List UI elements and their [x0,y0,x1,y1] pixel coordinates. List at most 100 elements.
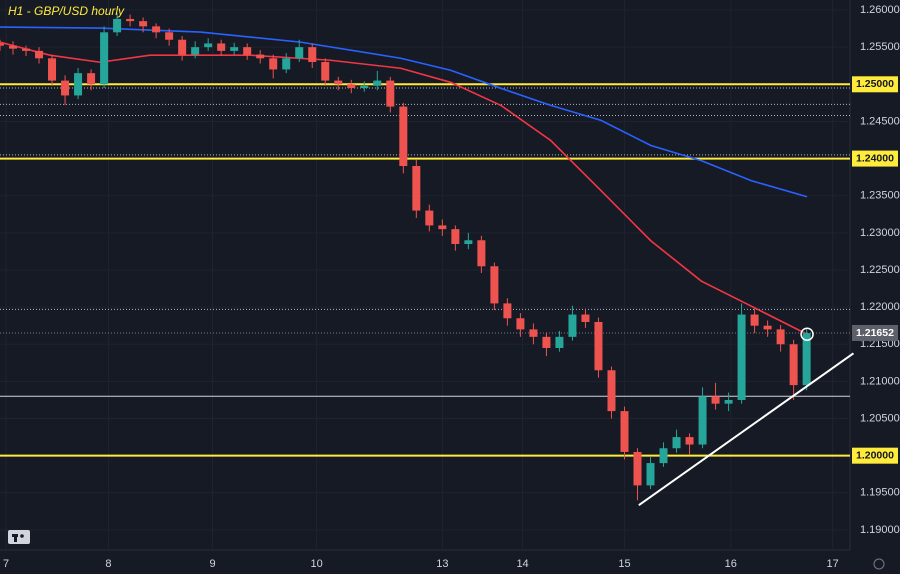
candle-body [503,303,512,319]
price-label-box [852,447,898,464]
x-tick-label: 15 [618,558,630,570]
candle-body [685,437,694,445]
candle-body [178,39,187,55]
candle-body [464,240,473,244]
trendline [638,352,855,506]
candle-body [568,314,577,337]
candle-body [191,47,200,55]
y-tick-label: 1.20500 [860,412,900,424]
candle-body [204,43,213,48]
moving-average [0,26,808,198]
candle-body [438,225,447,230]
y-tick-label: 1.22500 [860,264,900,276]
y-tick-label: 1.23500 [860,190,900,202]
candle-body [594,321,603,371]
candle-body [542,336,551,348]
candle-body [737,314,746,400]
chart-title: H1 - GBP/USD hourly [8,4,125,18]
x-tick-label: 16 [725,558,737,570]
candle-body [763,325,772,330]
candle-body [711,396,720,404]
x-tick-label: 17 [827,558,839,570]
candle-body [100,32,109,85]
candle-body [74,73,83,96]
candle-body [61,80,70,96]
candle-body [87,73,96,85]
candle-body [646,463,655,486]
candle-body [399,106,408,167]
y-tick-label: 1.19000 [860,524,900,536]
candle-body [386,80,395,107]
candle-body [698,396,707,445]
candle-body [0,43,4,46]
settings-icon[interactable] [873,558,885,570]
candle-body [672,437,681,449]
candle-body [412,166,421,211]
candle-body [750,314,759,326]
y-tick-label: 1.23000 [860,227,900,239]
candle-body [633,451,642,486]
x-tick-label: 10 [310,558,322,570]
x-tick-label: 13 [436,558,448,570]
candle-body [477,240,486,267]
candle-body [113,18,122,33]
candle-body [516,318,525,330]
x-tick-label: 7 [3,558,9,570]
candle-body [126,18,135,22]
y-tick-label: 1.19500 [860,487,900,499]
candle-body [308,47,317,63]
candle-body [48,58,57,81]
candle-body [490,266,499,304]
y-tick-label: 1.25500 [860,41,900,53]
candle-body [295,47,304,59]
y-tick-label: 1.22000 [860,301,900,313]
candle-body [269,58,278,70]
price-label-box [852,324,898,341]
candle-body [607,370,616,412]
candle-body [724,399,733,404]
candle-body [139,21,148,27]
candle-body [802,333,811,386]
candle-body [22,48,31,51]
y-tick-label: 1.24500 [860,115,900,127]
x-tick-label: 8 [105,558,111,570]
price-label: 1.25000 [856,78,894,90]
x-tick-label: 9 [209,558,215,570]
candle-body [373,80,382,86]
x-tick-label: 14 [516,558,528,570]
candle-body [425,210,434,226]
price-label: 1.21652 [856,327,894,339]
candle-body [451,229,460,244]
candle-body [789,344,798,386]
logo [8,530,30,544]
y-tick-label: 1.21000 [860,375,900,387]
candle-body [581,314,590,322]
candle-body [347,84,356,89]
last-price-marker [800,327,814,341]
candle-body [529,329,538,337]
y-tick-label: 1.26000 [860,4,900,16]
candle-body [152,26,161,33]
candle-body [243,47,252,55]
candle-body [776,329,785,345]
candle-body [9,45,18,49]
candle-body [282,58,291,70]
candle-body [620,411,629,452]
candle-body [35,50,44,59]
candle-body [555,336,564,348]
price-label: 1.20000 [856,449,894,461]
candle-body [256,54,265,59]
price-label-box [852,76,898,93]
candle-body [230,47,239,51]
candle-body [659,448,668,464]
candle-body [165,32,174,40]
candle-body [360,85,369,89]
price-label: 1.24000 [856,152,894,164]
candle-body [334,80,343,85]
y-tick-label: 1.21500 [860,338,900,350]
price-label-box [852,150,898,167]
candle-body [217,43,226,51]
moving-average [0,41,808,335]
